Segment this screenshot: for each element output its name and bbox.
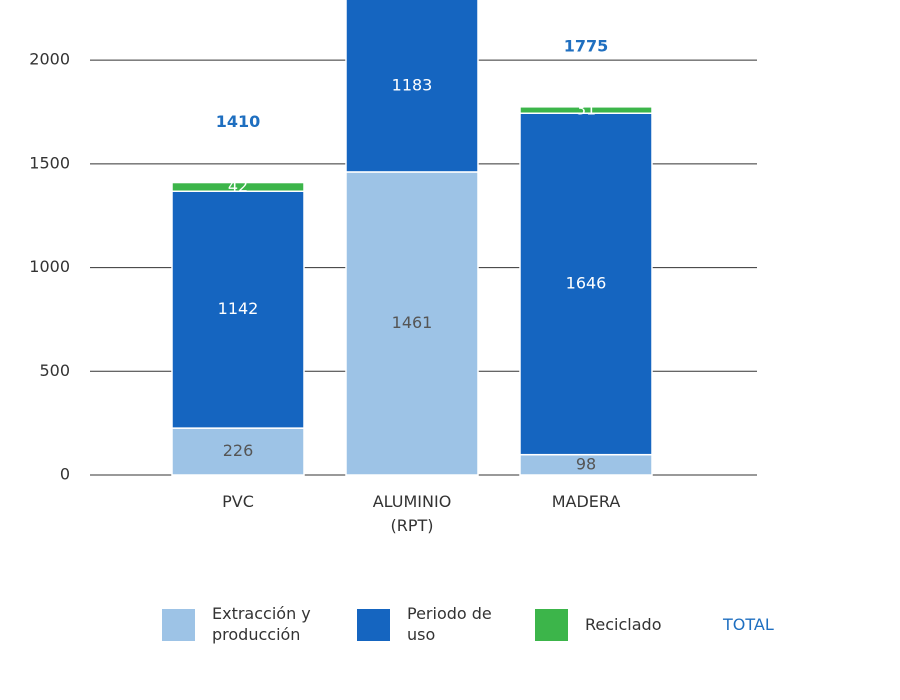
y-tick-label: 1500 (29, 153, 70, 172)
x-tick-label: PVC (222, 492, 254, 511)
bar-segment (171, 427, 305, 476)
value-label: 31 (576, 100, 596, 119)
legend-label: Reciclado (585, 615, 662, 634)
total-label: 1410 (216, 112, 261, 131)
bar-segment (345, 171, 479, 476)
value-label: 1646 (566, 273, 607, 292)
y-tick-label: 0 (60, 465, 70, 484)
bar-segment (171, 190, 305, 429)
value-label: 1183 (392, 75, 433, 94)
value-label: 98 (576, 454, 596, 473)
total-label: 1775 (564, 36, 609, 55)
x-tick-label: MADERA (551, 492, 621, 511)
legend-label: Extracción y producción (212, 604, 311, 644)
value-label: 226 (223, 441, 254, 460)
y-tick-label: 1000 (29, 257, 70, 276)
value-label: 1461 (392, 313, 433, 332)
y-tick-label: 500 (39, 361, 70, 380)
bar-segment (171, 181, 305, 192)
legend-label: TOTAL (723, 615, 774, 634)
bar-segment (519, 106, 653, 115)
x-tick-label: ALUMINIO (RPT) (372, 492, 452, 535)
legend-swatch (535, 609, 568, 641)
legend-label: Periodo de uso (407, 604, 492, 644)
value-label: 42 (228, 176, 248, 195)
y-tick-label: 2000 (29, 50, 70, 69)
legend-swatch (162, 609, 195, 641)
bar-segment (345, 0, 479, 173)
value-label: 1142 (218, 299, 259, 318)
legend-swatch (357, 609, 390, 641)
